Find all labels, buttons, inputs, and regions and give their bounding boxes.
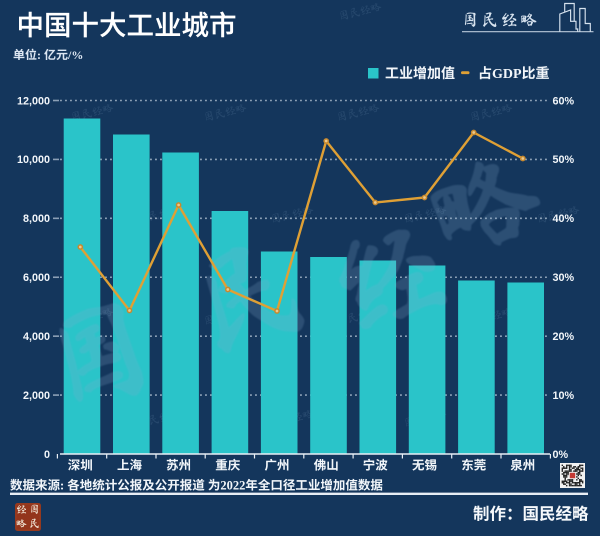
svg-text:占GDP比重: 占GDP比重 [478, 63, 550, 83]
svg-text:0%: 0% [553, 449, 569, 461]
svg-text:6,000: 6,000 [23, 272, 50, 284]
svg-text:4,000: 4,000 [23, 331, 50, 343]
svg-text:数据来源: 各地统计公报及公开报道 为2022年全口径工业增: 数据来源: 各地统计公报及公开报道 为2022年全口径工业增加值数据 [10, 475, 383, 494]
svg-text:单位: 亿元/%: 单位: 亿元/% [13, 46, 83, 63]
svg-text:重庆: 重庆 [215, 455, 241, 474]
svg-text:泉州: 泉州 [510, 455, 535, 474]
svg-text:0: 0 [44, 449, 50, 461]
svg-text:12,000: 12,000 [17, 95, 50, 107]
svg-text:上海: 上海 [117, 455, 143, 474]
svg-text:东莞: 东莞 [461, 455, 487, 474]
svg-text:无锡: 无锡 [412, 455, 437, 474]
svg-text:制作：国民经略: 制作：国民经略 [473, 501, 589, 525]
svg-text:20%: 20% [553, 331, 575, 343]
svg-text:2,000: 2,000 [23, 390, 50, 402]
svg-text:工业增加值: 工业增加值 [385, 63, 455, 83]
svg-text:10,000: 10,000 [17, 154, 50, 166]
svg-text:宁波: 宁波 [363, 455, 389, 474]
svg-text:30%: 30% [553, 272, 575, 284]
svg-text:深圳: 深圳 [68, 455, 93, 474]
svg-text:略: 略 [16, 519, 27, 529]
svg-text:60%: 60% [553, 95, 575, 107]
svg-text:民: 民 [29, 518, 40, 529]
svg-text:国民经略: 国民经略 [462, 11, 540, 28]
svg-text:中国十大工业城市: 中国十大工业城市 [17, 3, 237, 43]
svg-text:经: 经 [16, 505, 27, 515]
svg-text:8,000: 8,000 [23, 213, 50, 225]
svg-text:广州: 广州 [264, 455, 289, 474]
svg-text:苏州: 苏州 [166, 455, 191, 474]
svg-text:国: 国 [29, 504, 40, 515]
svg-text:佛山: 佛山 [314, 455, 339, 474]
svg-text:40%: 40% [553, 213, 575, 225]
svg-text:50%: 50% [553, 154, 575, 166]
svg-text:10%: 10% [553, 390, 575, 402]
